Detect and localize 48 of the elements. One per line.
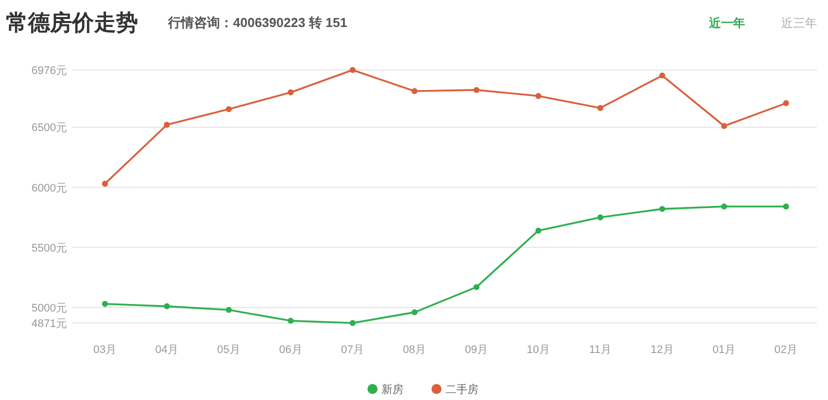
point [721,204,728,210]
y-tick-label: 5500元 [32,242,67,254]
x-tick-label: 07月 [341,344,364,356]
x-tick-label: 11月 [589,344,612,356]
point [350,320,356,326]
point [721,123,728,130]
x-tick-label: 04月 [155,344,178,356]
point [288,318,294,324]
x-tick-label: 02月 [774,344,798,356]
point [412,88,418,94]
point [597,214,604,220]
x-tick-label: 06月 [279,344,302,356]
point [102,300,108,307]
x-tick-label: 09月 [464,344,488,356]
y-tick-label: 5000元 [32,302,67,314]
y-tick-label: 6976元 [32,65,67,77]
point [164,303,170,310]
point [473,86,480,93]
chart-title: 常德房价走势 [6,10,138,35]
point [164,122,170,128]
point [412,309,418,316]
y-tick-label: 6000元 [32,182,67,194]
point [597,104,604,111]
point [288,89,294,96]
x-tick-label: 08月 [402,344,426,356]
point [535,228,542,234]
x-tick-label: 10月 [526,344,550,356]
point [783,100,790,106]
point [783,204,790,210]
legend-label: 新房 [382,383,404,396]
point [659,72,666,79]
text: 近一年 [708,16,745,30]
text: 近三年 [781,16,817,30]
x-tick-label: 01月 [712,344,736,356]
point [226,106,232,112]
x-tick-label: 03月 [93,344,117,356]
point [473,284,480,290]
y-tick-label: 6500元 [32,122,67,134]
chart-subtitle: 行情咨询：4006390223 转 151 [167,15,348,30]
point [226,306,232,313]
x-tick-label: 05月 [217,344,240,356]
point [350,67,356,73]
point [659,206,666,212]
point [535,92,542,99]
y-tick-label: 4871元 [32,318,67,330]
point [102,180,108,187]
x-tick-label: 12月 [650,344,674,356]
legend-label: 二手房 [446,383,478,396]
